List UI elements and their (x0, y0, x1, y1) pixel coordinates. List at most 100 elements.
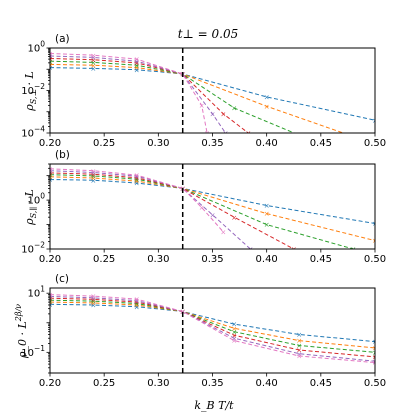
y-tick-label: 101 (27, 285, 45, 300)
data-point-marker: × (47, 61, 53, 69)
data-point-marker: × (264, 93, 270, 101)
data-point-marker: × (231, 332, 237, 340)
x-tick-label: 0.25 (93, 138, 115, 149)
data-point-marker: × (47, 165, 53, 173)
data-point-marker: × (47, 293, 53, 301)
data-point-marker: × (296, 353, 302, 361)
data-point-marker: × (134, 174, 140, 182)
x-tick-label: 0.35 (201, 254, 223, 265)
x-tick-label: 0.35 (201, 138, 223, 149)
x-tick-label: 0.40 (256, 254, 278, 265)
y-tick-label: 10−1 (21, 344, 45, 359)
series-line-4 (50, 172, 295, 249)
data-point-marker: × (231, 214, 237, 222)
series-group: ×××××××××××××××××××××××××××××××××××× (47, 165, 378, 254)
data-point-marker: × (372, 338, 378, 346)
data-point-marker: × (47, 295, 53, 303)
data-point-marker: × (231, 337, 237, 345)
data-point-marker: × (47, 176, 53, 184)
data-point-marker: × (372, 237, 378, 245)
data-point-marker: × (204, 130, 210, 138)
data-point-marker: × (231, 321, 237, 329)
data-point-marker: × (90, 296, 96, 304)
data-point-marker: × (47, 297, 53, 305)
data-point-marker: × (134, 178, 140, 186)
data-point-marker: × (372, 358, 378, 366)
data-point-marker: × (220, 229, 226, 237)
data-point-marker: × (134, 58, 140, 66)
panel-label: (c) (55, 273, 69, 285)
data-point-marker: × (90, 52, 96, 60)
series-line-6 (50, 53, 208, 133)
data-point-marker: × (245, 130, 251, 138)
data-point-marker: × (47, 169, 53, 177)
series-line-6 (50, 168, 224, 233)
data-point-marker: × (264, 202, 270, 210)
data-point-marker: × (296, 350, 302, 358)
data-point-marker: × (47, 167, 53, 175)
data-point-marker: × (134, 297, 140, 305)
x-tick-label: 0.25 (93, 378, 115, 389)
series-line-1 (50, 179, 375, 224)
x-tick-label: 0.40 (256, 138, 278, 149)
data-point-marker: × (372, 117, 378, 125)
data-point-marker: × (90, 169, 96, 177)
data-point-marker: × (231, 335, 237, 343)
data-point-marker: × (231, 328, 237, 336)
data-point-marker: × (47, 53, 53, 61)
panel-label: (b) (55, 149, 70, 161)
data-point-marker: × (90, 175, 96, 183)
data-point-marker: × (296, 342, 302, 350)
x-tick-label: 0.35 (201, 378, 223, 389)
data-point-marker: × (90, 177, 96, 185)
x-tick-label: 0.50 (364, 138, 386, 149)
data-point-marker: × (223, 130, 229, 138)
data-point-marker: × (296, 347, 302, 355)
data-point-marker: × (47, 55, 53, 63)
panels: ××××××××××××××××××××××××××××××××××××0.20… (14, 33, 386, 389)
series-line-3 (50, 174, 354, 249)
data-point-marker: × (90, 302, 96, 310)
x-tick-label: 0.20 (39, 378, 61, 389)
panel-1: ××××××××××××××××××××××××××××××××××××0.20… (21, 33, 386, 149)
x-tick-label: 0.30 (147, 254, 169, 265)
figure-title: t⊥ = 0.05 (178, 27, 239, 41)
data-point-marker: × (134, 66, 140, 74)
y-axis-title: ρ_0 · L2β/ν​ (14, 304, 29, 359)
series-line-3 (50, 299, 375, 353)
data-point-marker: × (264, 210, 270, 218)
data-point-marker: × (210, 110, 216, 118)
x-tick-label: 0.30 (147, 138, 169, 149)
data-point-marker: × (47, 299, 53, 307)
data-point-marker: × (90, 167, 96, 175)
data-point-marker: × (134, 56, 140, 64)
data-point-marker: × (90, 54, 96, 62)
data-point-marker: × (47, 171, 53, 179)
series-line-1 (50, 67, 375, 121)
data-point-marker: × (47, 301, 53, 309)
x-tick-label: 0.40 (256, 378, 278, 389)
data-point-marker: × (47, 173, 53, 181)
series-line-3 (50, 60, 296, 133)
data-point-marker: × (47, 58, 53, 66)
data-point-marker: × (90, 171, 96, 179)
axes-frame (49, 287, 376, 374)
data-point-marker: × (134, 300, 140, 308)
data-point-marker: × (296, 331, 302, 339)
data-point-marker: × (90, 65, 96, 73)
data-point-marker: × (372, 220, 378, 228)
x-tick-label: 0.45 (310, 138, 332, 149)
data-point-marker: × (264, 221, 270, 229)
data-point-marker: × (47, 64, 53, 72)
series-group: ××××××××××××××××××××××××××××××××××××××××… (47, 291, 378, 367)
data-point-marker: × (47, 291, 53, 299)
data-point-marker: × (231, 325, 237, 333)
data-point-marker: × (90, 300, 96, 308)
data-point-marker: × (134, 59, 140, 67)
x-tick-label: 0.25 (93, 254, 115, 265)
series-line-6 (50, 294, 375, 364)
data-point-marker: × (134, 62, 140, 70)
x-tick-label: 0.50 (364, 378, 386, 389)
data-point-marker: × (90, 298, 96, 306)
data-point-marker: × (291, 246, 297, 254)
